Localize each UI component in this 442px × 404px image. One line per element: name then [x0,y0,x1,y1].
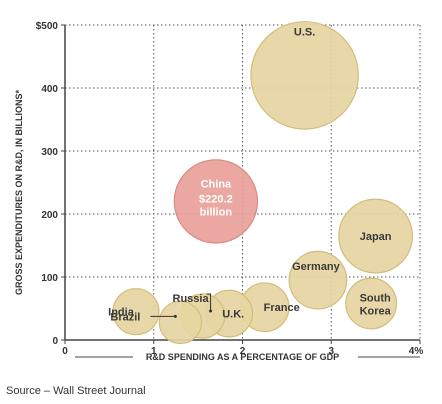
leader-dot-russia [209,309,213,313]
label-uk: U.K. [222,309,244,321]
label-germany: Germany [292,261,341,273]
y-tick-label: 200 [41,210,58,221]
bubble-brazil [158,300,203,345]
bubble-germany [288,250,348,310]
y-tick-label: 100 [41,273,58,284]
x-tick-label: 4% [409,346,424,357]
bubble-u-s- [250,21,359,130]
bubble-japan [338,198,414,274]
x-axis-title: R&D SPENDING AS A PERCENTAGE OF GDP [146,352,339,362]
label-china-unit: billion [200,206,233,218]
x-tick-label: 3 [328,346,334,357]
x-tick-label: 1 [151,346,157,357]
label-brazil: Brazil [110,311,140,323]
bubble-china [173,159,259,244]
label-south-korea-line1: South [360,292,391,304]
label-japan: Japan [360,231,392,243]
y-tick-label: $500 [36,21,59,32]
label-china: China [201,178,232,190]
x-tick-label: 2 [240,346,246,357]
x-tick-label: 0 [62,346,68,357]
label-india: India [108,307,135,319]
leader-dot-brazil [173,314,177,318]
bubble-south-korea [345,277,398,330]
label-us: U.S. [294,26,315,38]
y-tick-label: 0 [52,336,58,347]
label-south-korea-line2: Korea [360,305,392,317]
label-china-value: $220.2 [199,193,233,205]
chart-svg: 0 1 2 3 4% 0 100 200 300 400 $500 R&D SPENDING AS A… [14,21,424,362]
label-russia: Russia [173,293,210,305]
label-france: France [264,302,300,314]
bubble-india [112,288,160,336]
source-note: Source – Wall Street Journal [6,385,146,397]
leader-russia [206,293,212,312]
y-axis-title: GROSS EXPENDITURES ON R&D, IN BILLIONS* [14,89,24,295]
y-tick-label: 300 [41,147,58,158]
y-tick-label: 400 [41,84,58,95]
